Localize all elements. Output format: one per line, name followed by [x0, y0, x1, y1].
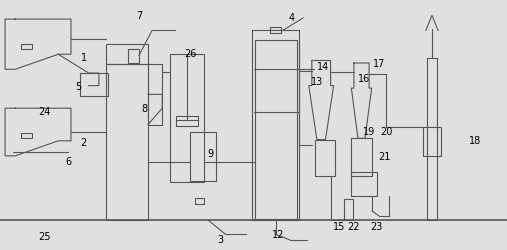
Bar	[427, 59, 437, 220]
Bar	[344, 199, 353, 220]
Text: 13: 13	[311, 76, 323, 86]
Bar	[106, 65, 148, 220]
Text: 20: 20	[380, 126, 392, 136]
Bar	[170, 55, 204, 182]
Bar	[80, 74, 108, 96]
Bar	[148, 65, 162, 125]
Bar	[176, 121, 198, 126]
Text: 1: 1	[81, 52, 87, 62]
Text: 23: 23	[370, 221, 382, 231]
Text: 7: 7	[136, 11, 142, 21]
Bar	[106, 45, 148, 65]
Text: 26: 26	[184, 49, 196, 59]
Bar	[423, 128, 441, 156]
Bar	[270, 28, 281, 34]
Bar	[21, 133, 32, 139]
Bar	[195, 198, 204, 204]
Text: 15: 15	[333, 221, 345, 231]
Text: 14: 14	[317, 61, 330, 71]
Text: 12: 12	[272, 229, 284, 239]
Text: 2: 2	[81, 138, 87, 147]
Text: 5: 5	[76, 81, 82, 91]
Text: 25: 25	[39, 231, 51, 241]
Text: 24: 24	[39, 106, 51, 116]
Text: 8: 8	[141, 104, 148, 114]
Text: 3: 3	[218, 234, 224, 244]
Text: 19: 19	[363, 126, 375, 136]
Bar	[351, 172, 377, 196]
Text: 18: 18	[469, 135, 482, 145]
Text: 9: 9	[207, 149, 213, 159]
Bar	[128, 50, 139, 64]
Bar	[190, 132, 216, 181]
Bar	[252, 31, 299, 220]
Bar	[351, 139, 372, 176]
Text: 6: 6	[65, 156, 71, 166]
Bar	[315, 140, 335, 176]
Text: 17: 17	[373, 59, 385, 69]
Text: 22: 22	[348, 221, 360, 231]
Bar	[255, 41, 297, 219]
Text: 4: 4	[288, 12, 295, 22]
Text: 16: 16	[358, 74, 370, 84]
Bar	[21, 44, 32, 50]
Text: 21: 21	[378, 151, 390, 161]
